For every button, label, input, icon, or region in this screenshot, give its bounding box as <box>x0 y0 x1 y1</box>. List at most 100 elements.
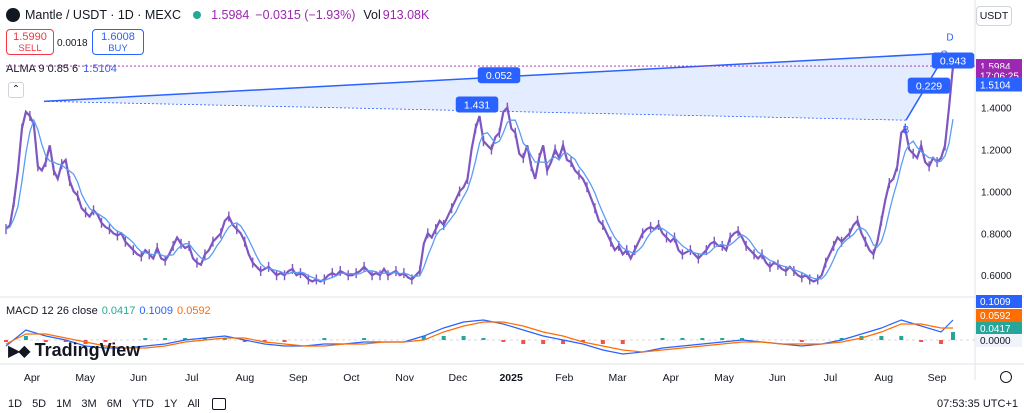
alma-legend[interactable]: ALMA 9 0.85 6 1.5104 <box>6 63 117 75</box>
pattern-point-c: C <box>940 49 947 60</box>
macd-axis-box <box>976 295 1022 308</box>
pattern-label-xd: 0.052 <box>486 70 512 82</box>
macd-line-value: 0.1009 <box>139 305 174 317</box>
macd-histogram-bar <box>580 340 585 342</box>
y-tick-label: 0.6000 <box>981 271 1012 282</box>
currency-selector[interactable]: USDT <box>976 6 1012 26</box>
pattern-label-xd-box <box>477 67 521 84</box>
pattern-point-d: D <box>946 33 953 44</box>
range-1y[interactable]: 1Y <box>163 398 178 410</box>
macd-histogram-bar <box>163 338 168 340</box>
pattern-leg-xd <box>43 52 947 103</box>
macd-histogram-bar <box>740 338 745 340</box>
macd-histogram-bar <box>939 340 944 344</box>
macd-histogram-bar <box>143 338 148 340</box>
x-tick-label: Jul <box>824 372 837 384</box>
range-1d[interactable]: 1D <box>8 398 23 410</box>
x-tick-label: Aug <box>874 372 893 384</box>
brand-text: TradingView <box>34 340 141 360</box>
symbol-header: Mantle / USDT · 1D · MEXC 1.5984 −0.0315… <box>6 5 429 25</box>
pattern-leg-xb <box>43 100 907 121</box>
x-tick-label: Dec <box>449 372 468 384</box>
macd-axis-box <box>976 334 1022 347</box>
price-axis-box <box>976 59 1022 74</box>
calendar-icon[interactable] <box>212 398 226 410</box>
macd-histogram-bar <box>541 340 546 344</box>
price-change: −0.0315 (−1.93%) <box>255 8 356 22</box>
volume-value: 913.08K <box>382 8 430 22</box>
clock: 07:53:35 UTC+1 <box>936 398 1018 410</box>
range-6m[interactable]: 6M <box>106 398 122 410</box>
macd-histogram-bar <box>799 340 804 342</box>
x-tick-label: May <box>75 372 96 384</box>
pattern-fill <box>44 53 946 121</box>
settings-gear-icon[interactable] <box>1000 371 1012 383</box>
macd-label: MACD 12 26 close <box>6 305 98 317</box>
x-tick-label: Apr <box>663 372 680 384</box>
macd-histogram-bar <box>680 338 685 340</box>
y-tick-label: 1.4000 <box>981 104 1012 115</box>
tradingview-mark-icon: ▶◆ <box>8 342 31 360</box>
sell-price: 1.5990 <box>13 31 47 43</box>
volume-label: Vol <box>363 8 381 22</box>
macd-axis-label: 0.0000 <box>980 336 1011 347</box>
macd-histogram-bar <box>600 340 605 344</box>
collapse-legend-button[interactable]: ⌃ <box>8 82 24 98</box>
macd-axis-box <box>976 309 1022 322</box>
macd-histogram-bar <box>441 336 446 340</box>
range-5d[interactable]: 5D <box>32 398 47 410</box>
x-tick-label: Mar <box>609 372 628 384</box>
pattern-label-bc-box <box>907 77 951 94</box>
range-ytd[interactable]: YTD <box>131 398 154 410</box>
macd-histogram-bar <box>561 340 566 344</box>
range-all[interactable]: All <box>187 398 200 410</box>
sell-button[interactable]: 1.5990 SELL <box>6 29 54 55</box>
symbol-title[interactable]: Mantle / USDT · 1D · MEXC <box>25 8 182 22</box>
range-bar: 1D 5D 1M 3M 6M YTD 1Y All <box>8 398 200 410</box>
x-tick-label: Jul <box>185 372 198 384</box>
macd-histogram-bar <box>242 340 247 342</box>
y-tick-label: 1.0000 <box>981 187 1012 198</box>
x-tick-label: Jun <box>769 372 786 384</box>
pattern-label-cd-box <box>931 52 975 69</box>
market-open-dot-icon <box>193 11 202 19</box>
buy-button[interactable]: 1.6008 BUY <box>92 29 144 55</box>
range-1m[interactable]: 1M <box>56 398 72 410</box>
macd-histogram-bar <box>501 340 506 342</box>
macd-histogram-bar <box>262 340 267 342</box>
x-tick-label: Aug <box>236 372 255 384</box>
macd-legend[interactable]: MACD 12 26 close 0.0417 0.1009 0.0592 <box>6 305 211 317</box>
pattern-label-bc: 0.229 <box>916 81 942 93</box>
range-3m[interactable]: 3M <box>81 398 97 410</box>
pattern-label-ab-box <box>455 96 499 113</box>
alma-line <box>5 118 954 282</box>
mantle-logo-icon <box>6 8 20 22</box>
macd-histogram-bar <box>879 336 884 340</box>
price-axis-label: 1.5984 <box>980 62 1011 73</box>
price-line <box>5 65 955 283</box>
macd-signal-value: 0.0592 <box>177 305 211 317</box>
macd-histogram-bar <box>362 338 367 340</box>
y-tick-label: 1.2000 <box>981 146 1012 157</box>
last-price: 1.5984 <box>211 8 250 22</box>
x-tick-label: May <box>714 372 735 384</box>
buy-label: BUY <box>108 43 128 54</box>
macd-axis-label: 0.0417 <box>980 324 1011 335</box>
macd-line <box>5 319 954 355</box>
macd-histogram-bar <box>660 338 665 340</box>
pattern-point-b: B <box>903 125 910 136</box>
macd-histogram-bar <box>421 336 426 340</box>
spread-value: 0.0018 <box>57 38 88 49</box>
x-tick-label: Oct <box>343 372 359 384</box>
macd-histogram-bar <box>481 338 486 340</box>
x-tick-label: Jun <box>130 372 147 384</box>
x-tick-label: Feb <box>555 372 573 384</box>
macd-histogram-bar <box>521 340 526 344</box>
price-axis-box <box>976 68 1022 83</box>
macd-signal-line <box>5 321 953 353</box>
pattern-leg-bd <box>905 52 947 121</box>
tradingview-logo[interactable]: ▶◆ TradingView <box>8 340 140 361</box>
alma-label: ALMA 9 0.85 6 <box>6 63 79 75</box>
macd-histogram-bar <box>951 332 955 340</box>
